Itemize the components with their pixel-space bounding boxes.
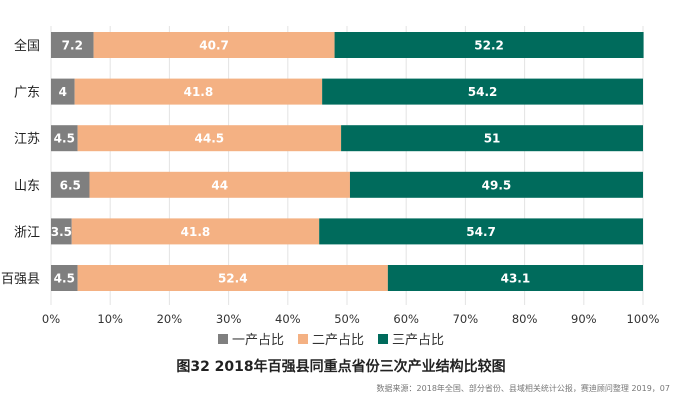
data-label: 40.7: [199, 39, 229, 53]
bar-segment: [51, 265, 78, 291]
x-tick-label: 100%: [627, 312, 660, 326]
x-tick-label: 50%: [334, 312, 360, 326]
x-tick-label: 90%: [571, 312, 597, 326]
bar-segment: [51, 32, 94, 58]
bar-segment: [89, 171, 350, 198]
data-label: 41.8: [181, 225, 211, 239]
legend-label: 一产占比: [232, 333, 284, 348]
category-label: 浙江: [14, 225, 40, 240]
data-label: 44: [211, 178, 228, 192]
bar-segment: [341, 125, 643, 152]
data-label: 51: [484, 132, 501, 146]
x-tick-label: 80%: [512, 312, 538, 326]
bar-segment: [51, 218, 72, 245]
x-axis-ticks: 0% 10% 20% 30% 40% 50% 60% 70% 80% 90% 100%: [42, 312, 660, 326]
grid-lines: [50, 26, 644, 305]
legend-swatch: [298, 334, 308, 344]
bar-segment: [51, 171, 90, 198]
data-label: 52.2: [474, 39, 504, 53]
bar-segment: [77, 265, 388, 291]
bar-segment: [93, 32, 335, 58]
bar-segment: [71, 218, 320, 245]
x-tick-label: 20%: [157, 312, 183, 326]
bar-segment: [322, 78, 643, 105]
x-tick-label: 70%: [453, 312, 479, 326]
category-label: 山东: [14, 179, 40, 194]
x-tick-label: 10%: [97, 312, 123, 326]
legend-swatch: [378, 334, 388, 344]
data-label: 54.7: [466, 225, 496, 239]
data-label: 7.2: [62, 39, 83, 53]
data-label: 4: [59, 85, 67, 99]
data-label: 41.8: [184, 85, 214, 99]
bar-segment: [334, 32, 644, 58]
x-tick-label: 0%: [42, 312, 60, 326]
x-tick-label: 40%: [275, 312, 301, 326]
bars: 7.2 40.7 52.2 4 41.8 54.2 4.5 44.5 51 6.5 44 49.5 3.…: [51, 32, 644, 291]
category-label: 广东: [14, 86, 40, 101]
category-label: 江苏: [14, 131, 40, 147]
data-label: 49.5: [482, 178, 512, 192]
bar-segment: [77, 125, 342, 152]
data-source-note: 数据来源：2018年全国、部分省份、县域相关统计公报，赛迪顾问整理 2019，0…: [376, 384, 670, 393]
legend-swatch: [218, 334, 228, 344]
category-label: 全国: [14, 38, 40, 54]
legend-label: 二产占比: [312, 333, 364, 348]
bar-segment: [51, 125, 78, 152]
x-tick-label: 30%: [216, 312, 242, 326]
data-label: 3.5: [51, 225, 72, 239]
bar-segment: [51, 78, 75, 105]
data-label: 54.2: [468, 85, 498, 99]
data-label: 4.5: [54, 272, 75, 286]
bar-segment: [349, 171, 643, 198]
x-tick-label: 60%: [393, 312, 419, 326]
data-label: 52.4: [218, 272, 248, 286]
legend-label: 三产占比: [392, 333, 444, 348]
legend: 一产占比 二产占比 三产占比: [218, 333, 444, 348]
data-label: 6.5: [60, 178, 81, 192]
data-label: 43.1: [501, 272, 531, 286]
data-label: 44.5: [195, 132, 225, 146]
category-label: 百强县: [1, 272, 40, 287]
bar-segment: [387, 265, 643, 291]
bar-segment: [319, 218, 643, 245]
data-label: 4.5: [54, 132, 75, 146]
chart-caption: 图32 2018年百强县同重点省份三次产业结构比较图: [176, 359, 506, 375]
bar-segment: [74, 78, 323, 105]
